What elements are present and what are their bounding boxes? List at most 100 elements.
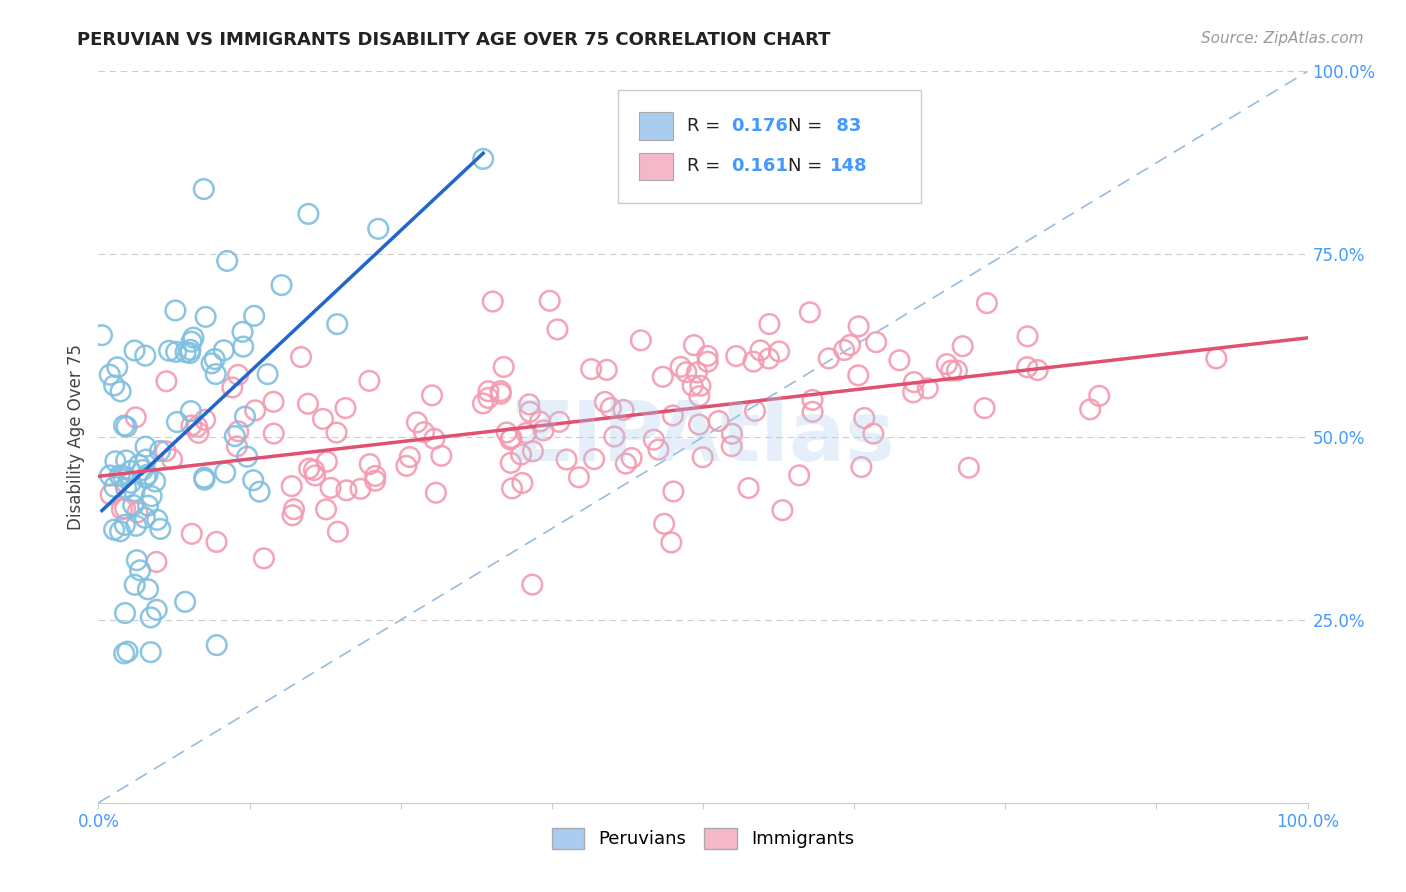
Point xyxy=(263,426,285,441)
Point xyxy=(253,551,276,566)
Point xyxy=(149,522,172,536)
Point xyxy=(115,453,138,467)
Point xyxy=(696,349,718,363)
Text: ZIPAtlas: ZIPAtlas xyxy=(510,397,896,477)
Point xyxy=(212,343,235,358)
Point xyxy=(689,379,711,393)
Point xyxy=(122,498,145,512)
Point xyxy=(100,487,122,501)
Point xyxy=(236,450,259,464)
Point xyxy=(696,355,718,369)
Text: 0.176: 0.176 xyxy=(731,117,787,136)
Point xyxy=(112,418,135,433)
Point xyxy=(205,535,228,549)
Point xyxy=(865,335,887,350)
Point xyxy=(501,482,523,496)
Point xyxy=(973,401,995,416)
Point xyxy=(599,401,621,415)
Point xyxy=(112,646,135,660)
Point xyxy=(221,380,243,394)
Point xyxy=(319,481,342,495)
Point xyxy=(290,350,312,364)
Point xyxy=(630,334,652,348)
Point xyxy=(423,432,446,446)
Point xyxy=(114,517,136,532)
Point xyxy=(149,443,172,458)
Point xyxy=(165,303,187,318)
Point xyxy=(952,339,974,353)
Point xyxy=(270,278,292,293)
Point xyxy=(256,367,278,381)
Point xyxy=(742,354,765,368)
Point xyxy=(111,468,134,483)
Point xyxy=(187,425,209,440)
Point xyxy=(312,412,335,426)
Point xyxy=(851,460,873,475)
Point xyxy=(662,484,685,499)
Point xyxy=(568,470,591,484)
Point xyxy=(652,516,675,531)
Text: N =: N = xyxy=(787,158,828,176)
Point xyxy=(326,524,349,539)
Point xyxy=(194,310,217,324)
Point xyxy=(283,502,305,516)
Point xyxy=(501,431,523,445)
Point xyxy=(737,481,759,495)
Point xyxy=(538,293,561,308)
Point xyxy=(758,317,780,331)
Text: R =: R = xyxy=(688,117,727,136)
Point xyxy=(583,452,606,467)
Point xyxy=(128,458,150,472)
Point xyxy=(1017,360,1039,375)
Point xyxy=(941,363,963,377)
Point xyxy=(406,415,429,429)
Point xyxy=(131,463,153,477)
Point xyxy=(359,374,381,388)
Point xyxy=(166,415,188,429)
Point xyxy=(935,357,957,371)
Point xyxy=(120,475,142,490)
Point xyxy=(359,457,381,471)
Point xyxy=(832,343,855,357)
Point xyxy=(817,351,839,366)
Point xyxy=(1078,402,1101,417)
Point xyxy=(489,386,512,401)
Point xyxy=(515,425,537,440)
Point xyxy=(249,484,271,499)
Point xyxy=(335,483,357,498)
Point xyxy=(546,322,568,336)
Point xyxy=(143,475,166,489)
Point xyxy=(1205,351,1227,366)
Point xyxy=(134,510,156,524)
Point xyxy=(139,610,162,624)
Point xyxy=(801,392,824,407)
Point xyxy=(127,505,149,519)
Point xyxy=(720,439,742,453)
Point xyxy=(481,294,503,309)
Point xyxy=(104,454,127,468)
Point xyxy=(430,449,453,463)
Point xyxy=(298,461,321,475)
Point xyxy=(136,582,159,597)
Point xyxy=(281,508,304,523)
Point xyxy=(108,524,131,539)
Point xyxy=(675,365,697,379)
Point xyxy=(125,410,148,425)
Point xyxy=(889,353,911,368)
Point xyxy=(124,484,146,499)
Point xyxy=(839,338,862,352)
Legend: Peruvians, Immigrants: Peruvians, Immigrants xyxy=(544,821,862,856)
Point xyxy=(364,469,387,483)
Point xyxy=(522,444,544,458)
Point xyxy=(204,367,226,381)
Point xyxy=(263,394,285,409)
Point xyxy=(165,344,187,359)
Point xyxy=(603,429,626,443)
FancyBboxPatch shape xyxy=(619,90,921,203)
Point xyxy=(579,362,602,376)
Point xyxy=(326,317,349,331)
Point xyxy=(492,359,515,374)
Point xyxy=(110,384,132,399)
Point xyxy=(114,501,136,516)
Text: 0.161: 0.161 xyxy=(731,158,787,176)
